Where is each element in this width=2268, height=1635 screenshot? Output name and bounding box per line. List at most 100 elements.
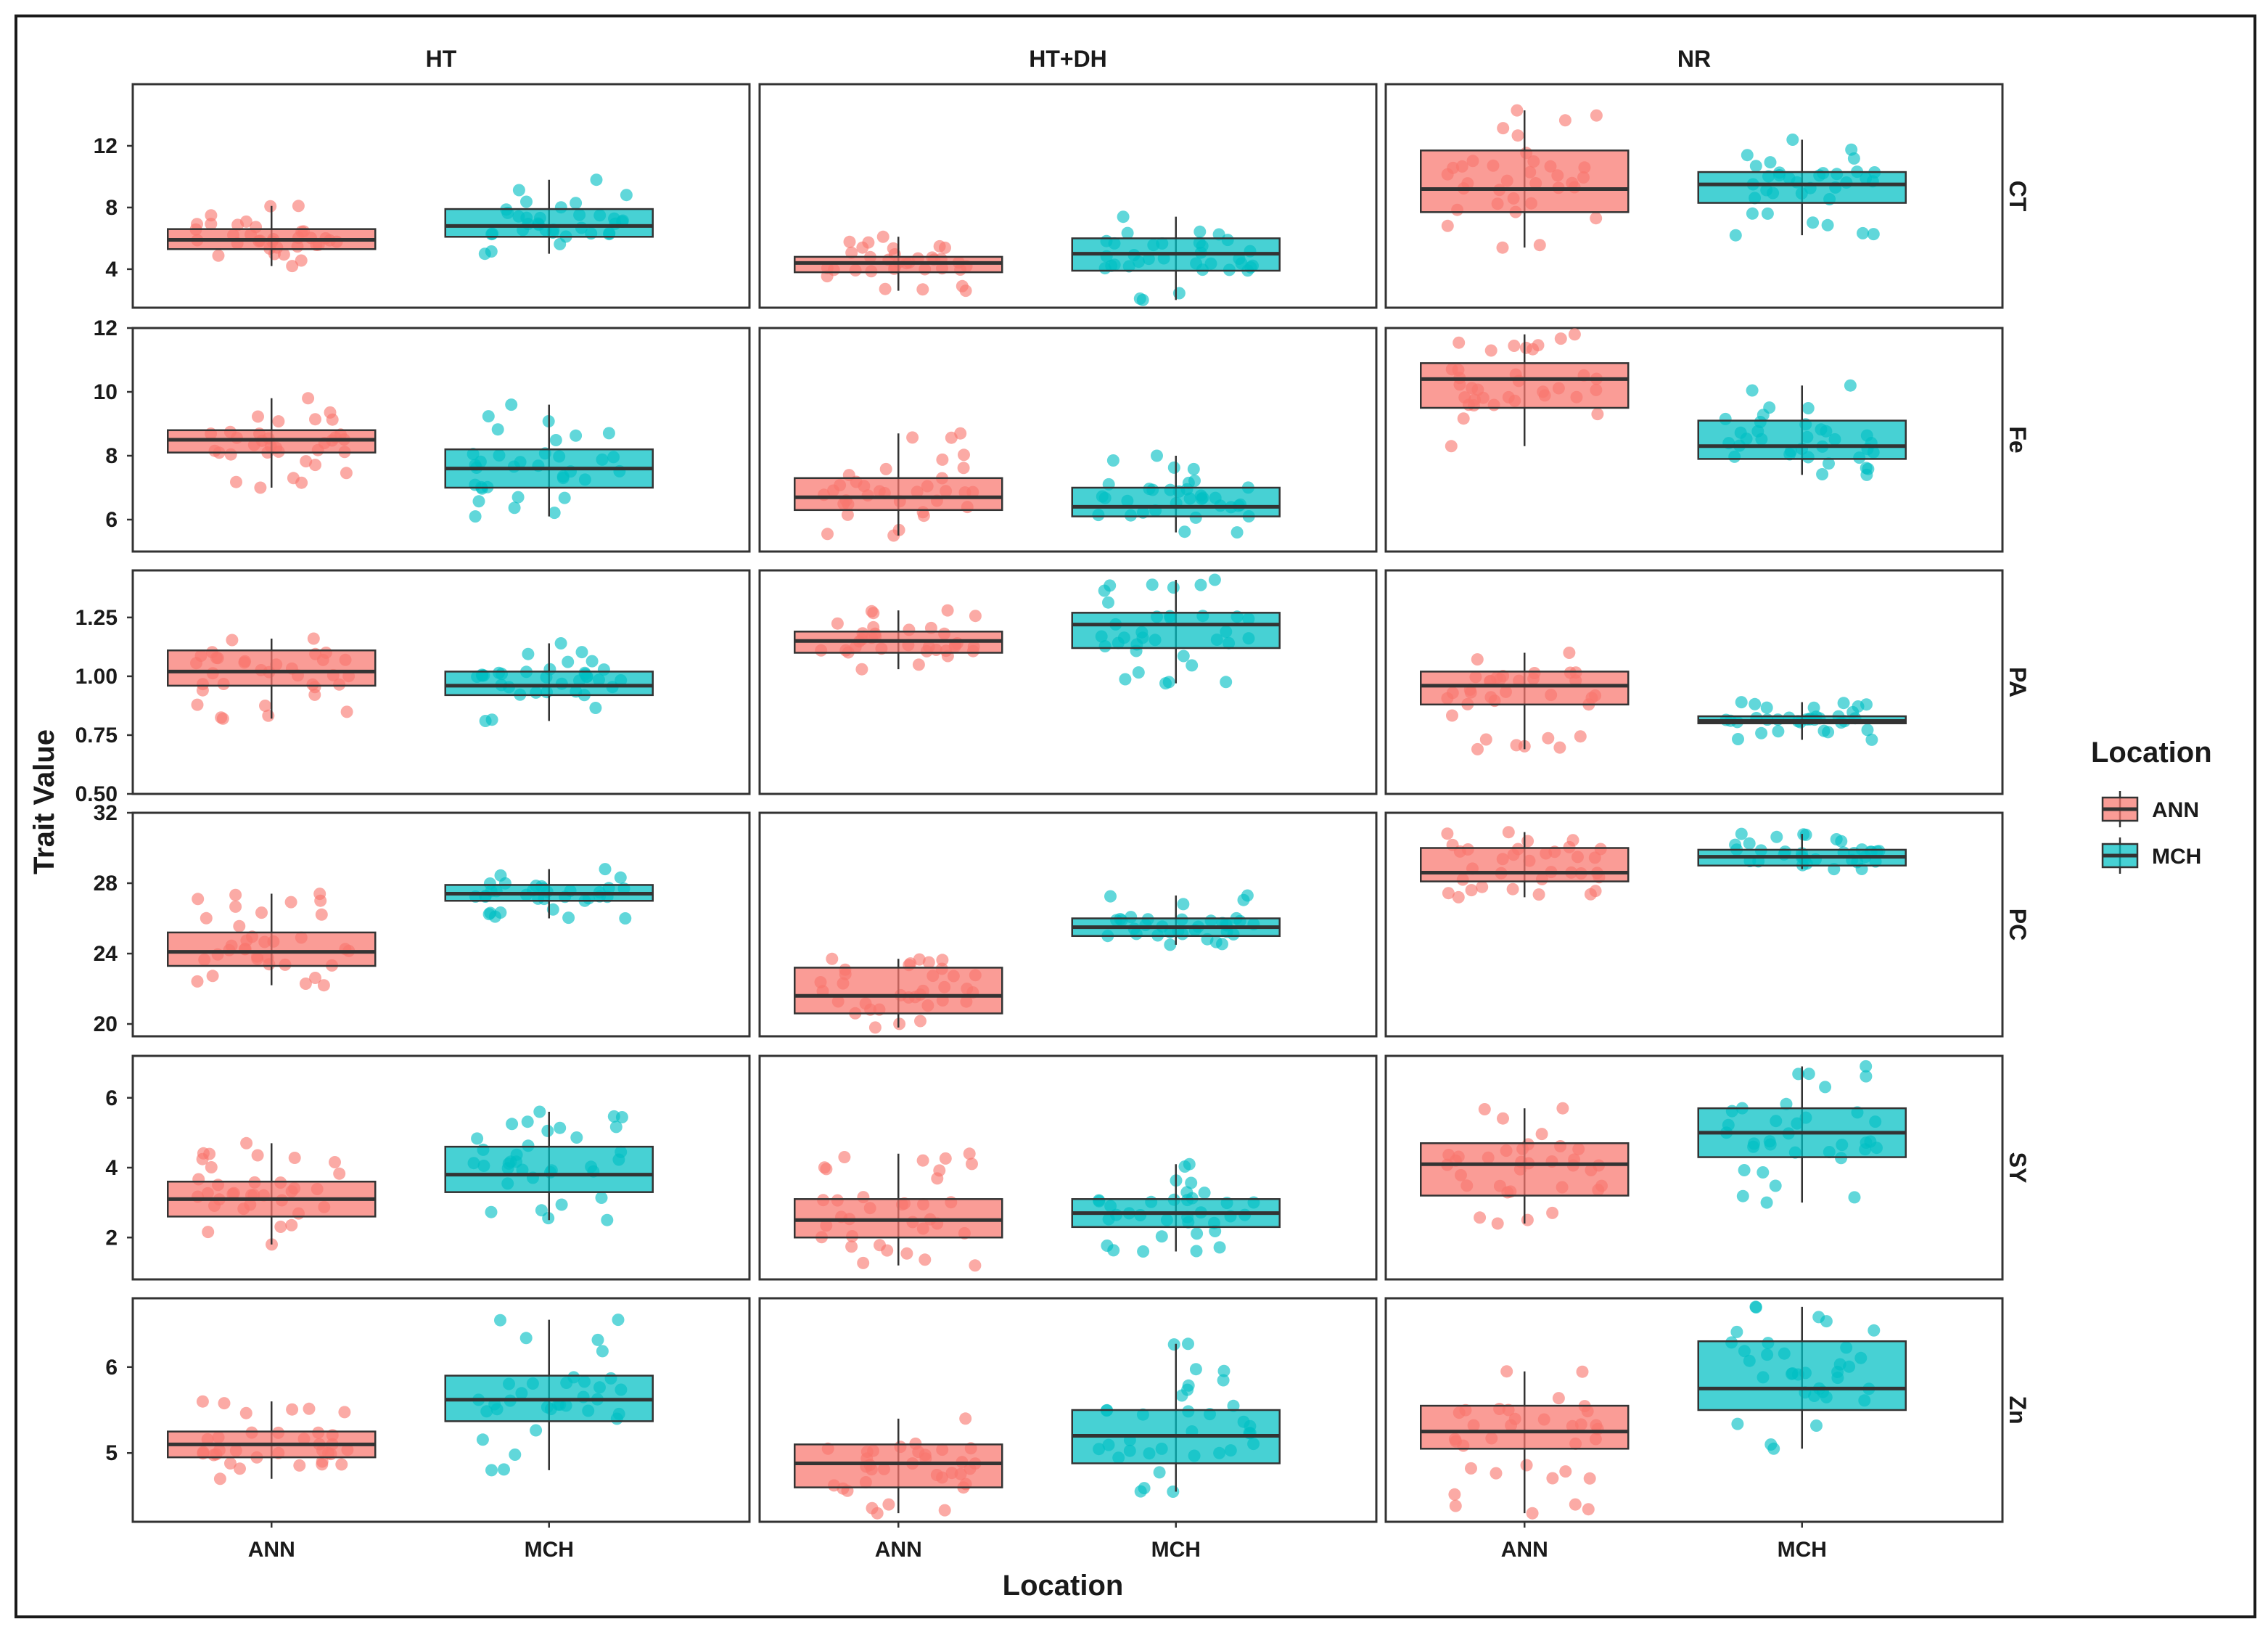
data-point [826,952,839,965]
panel-border [131,569,751,795]
data-point [945,431,958,444]
data-point [1729,838,1742,851]
data-point [1755,726,1768,739]
x-axis-title: Location [1003,1570,1124,1602]
data-point [229,900,242,913]
data-point [229,888,242,901]
data-point [1590,109,1603,122]
data-point [1772,725,1785,738]
data-point [303,1402,316,1415]
data-point [957,462,970,475]
data-point [1189,1363,1202,1376]
data-point [1237,893,1250,906]
data-point [939,241,951,254]
row-label-ct: CT [2005,181,2031,212]
data-point [1867,228,1880,241]
data-point [1807,701,1820,714]
box-ann [167,1395,377,1486]
legend: Location ANN MCH [2091,737,2212,874]
data-point [1786,134,1799,146]
data-point [1732,733,1744,745]
data-point [841,508,854,521]
panel-border [758,811,1378,1038]
data-point [1542,732,1555,745]
data-point [471,1132,484,1145]
panel-zn-ht [131,1297,751,1523]
data-point [307,632,320,645]
panel-fe-nr [1384,327,2004,553]
data-point [215,711,228,724]
data-point [1151,449,1163,462]
box-ann [794,1147,1003,1272]
box-body [1071,486,1281,517]
data-point [251,1149,264,1162]
data-point [1821,218,1834,231]
box-ann [1420,647,1630,755]
data-point [919,1253,932,1266]
data-point [876,230,889,243]
x-tick-label-ann: ANN [875,1538,922,1562]
data-point [329,1156,341,1168]
box-mch [1071,449,1281,539]
data-point [599,863,612,876]
legend-item-ann: ANN [2101,791,2199,827]
data-point [224,1457,237,1470]
data-point [1496,241,1509,254]
data-point [1556,1102,1569,1115]
data-point [1553,741,1566,754]
data-point [881,1244,894,1257]
x-tick-label-mch: MCH [1778,1538,1827,1562]
row-label-zn: Zn [2005,1396,2031,1424]
y-tick-label-sy-1: 4 [105,1156,118,1180]
data-point [562,655,575,668]
data-point [838,1151,851,1163]
y-tick-label-ct-0: 4 [105,258,118,282]
data-point [1823,457,1835,470]
box-ann [167,1136,377,1251]
data-point [1830,833,1843,845]
data-point [308,688,321,701]
data-point [1590,212,1603,225]
facet-row-strips: CT Fe PA PC SY Zn [2005,181,2031,1425]
data-point [522,647,535,660]
box-body [1420,847,1630,882]
data-point [286,260,299,273]
data-point [491,423,504,436]
box-mch [444,863,654,925]
data-point [912,658,925,671]
data-point [192,893,205,906]
panel-border [1384,83,2004,309]
data-point [326,413,339,426]
data-point [317,979,330,992]
data-point [1865,733,1878,746]
panel-pc-ht-dh [758,811,1378,1038]
data-point [586,655,599,668]
data-point [482,410,495,423]
box-mch [1071,573,1281,690]
data-point [1770,830,1783,843]
data-point [959,1412,972,1425]
box-body [1420,362,1630,409]
row-label-pc: PC [2005,909,2031,941]
box-mch [444,637,654,727]
data-point [299,978,312,990]
legend-label-mch: MCH [2152,845,2201,869]
data-point [914,1015,926,1028]
data-point [1576,1365,1589,1378]
data-point [1167,581,1180,594]
data-point [288,1152,301,1164]
panel-border [131,327,751,553]
row-label-pa: PA [2005,667,2031,697]
data-point [1500,1365,1513,1378]
data-point [1198,1187,1211,1200]
data-point [293,1459,306,1472]
data-point [1584,888,1597,901]
data-point [511,491,525,504]
data-point [205,218,218,231]
panel-zn-nr [1384,1297,2004,1523]
data-point [1746,207,1759,220]
x-tick-label-ann: ANN [1501,1538,1548,1562]
box-body [444,1145,654,1193]
panel-border [758,1054,1378,1281]
data-point [558,491,571,504]
